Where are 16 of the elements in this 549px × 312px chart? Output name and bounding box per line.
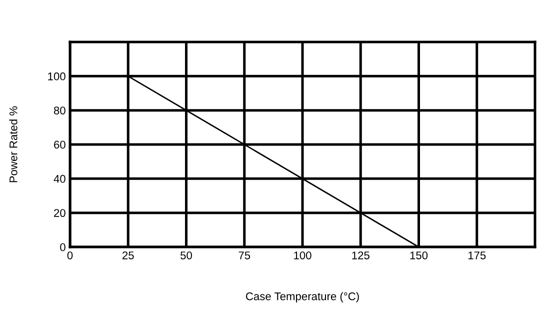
y-tick-label: 20 [54,209,66,217]
x-tick-label: 125 [352,251,370,260]
y-tick-label: 80 [54,106,66,114]
x-tick-label: 50 [180,251,192,260]
y-tick-label: 40 [54,174,66,183]
y-tick-label: 60 [54,140,66,149]
y-tick-label: 0 [60,243,66,252]
x-tick-label: 150 [410,251,428,260]
x-tick-label: 0 [67,251,73,260]
x-axis-title: Case Temperature (°C) [246,292,359,302]
x-tick-label: 100 [294,251,312,260]
x-tick-label: 175 [468,252,486,260]
y-axis-title: Power Rated % [9,106,18,182]
x-tick-label: 75 [238,252,250,260]
y-tick-label: 100 [48,72,66,80]
x-tick-label: 25 [122,251,134,260]
